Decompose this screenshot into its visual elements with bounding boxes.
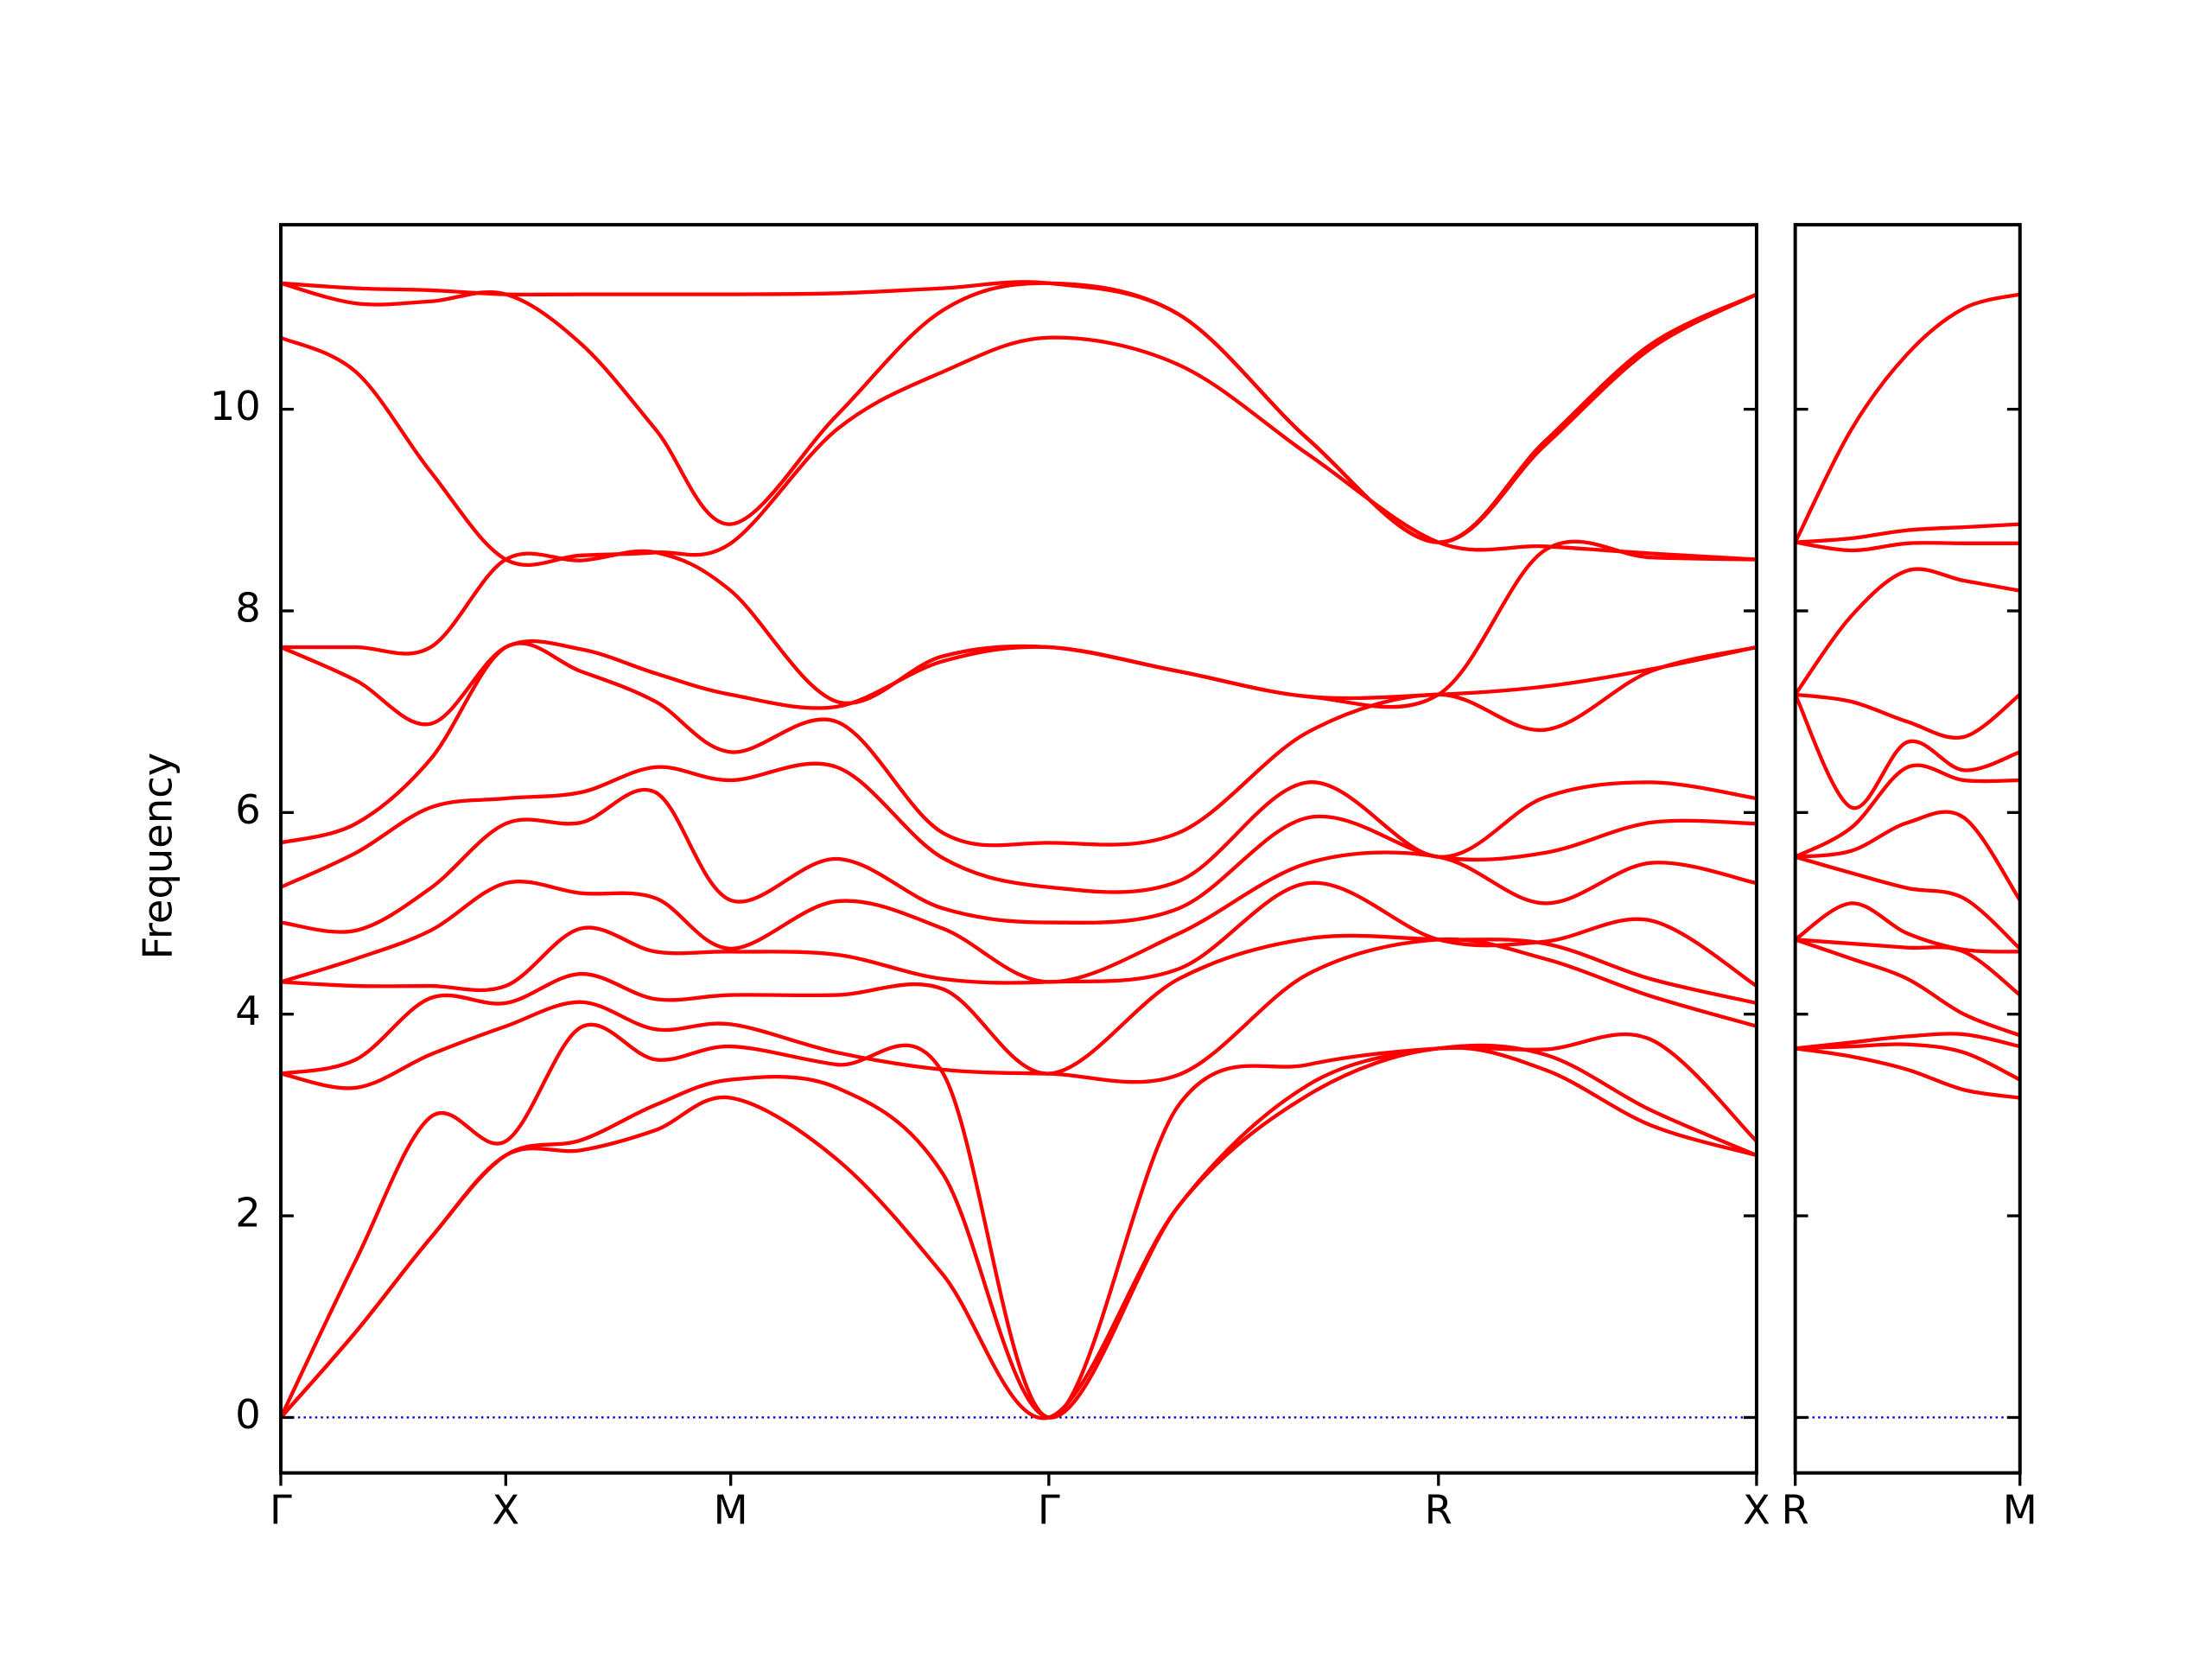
band-line xyxy=(280,880,1757,993)
x-tick-label: R xyxy=(1425,1487,1452,1534)
band-line xyxy=(280,933,1757,1076)
band-line xyxy=(280,539,1757,709)
y-tick-label: 4 xyxy=(235,988,261,1034)
plot-frame xyxy=(1793,223,2022,1475)
band-line xyxy=(1795,522,2020,544)
plot-frame xyxy=(278,223,1758,1475)
y-axis-label: Frequency xyxy=(134,753,181,960)
band-line xyxy=(280,639,1757,727)
band-line xyxy=(280,787,1757,934)
band-line xyxy=(1795,692,2020,741)
y-tick-label: 8 xyxy=(235,584,261,631)
band-line xyxy=(1795,855,2020,950)
y-tick-label: 10 xyxy=(210,383,261,429)
band-line xyxy=(1795,567,2020,696)
x-tick-label: Γ xyxy=(1038,1487,1060,1534)
x-tick-label: M xyxy=(2003,1487,2037,1534)
x-tick-label: R xyxy=(1782,1487,1809,1534)
band-line xyxy=(1795,1032,2020,1051)
band-line xyxy=(1795,292,2020,543)
band-line xyxy=(1795,901,2020,954)
band-line xyxy=(1795,763,2020,859)
band-line xyxy=(1795,1046,2020,1100)
plot-area xyxy=(1795,292,2020,1419)
y-tick-label: 6 xyxy=(235,786,261,833)
band-line xyxy=(280,761,1757,894)
band-line xyxy=(280,280,1757,544)
x-tick-label: X xyxy=(1743,1487,1770,1534)
band-line xyxy=(280,937,1757,1090)
plot-area xyxy=(280,280,1757,1421)
band-line xyxy=(280,1043,1757,1420)
y-tick-label: 2 xyxy=(235,1190,261,1236)
band-line xyxy=(280,1022,1757,1420)
band-line xyxy=(280,850,1757,984)
band-line xyxy=(1795,1042,2020,1082)
band-line xyxy=(1795,938,2020,1038)
x-tick-label: X xyxy=(492,1487,519,1534)
x-tick-label: M xyxy=(714,1487,748,1534)
band-line xyxy=(1795,540,2020,553)
band-line xyxy=(1795,938,2020,997)
band-line xyxy=(1795,810,2020,902)
y-tick-label: 0 xyxy=(235,1391,261,1438)
x-tick-label: Γ xyxy=(270,1487,292,1534)
band-line xyxy=(280,641,1757,848)
band-line xyxy=(1795,693,2020,810)
band-line xyxy=(280,335,1757,567)
